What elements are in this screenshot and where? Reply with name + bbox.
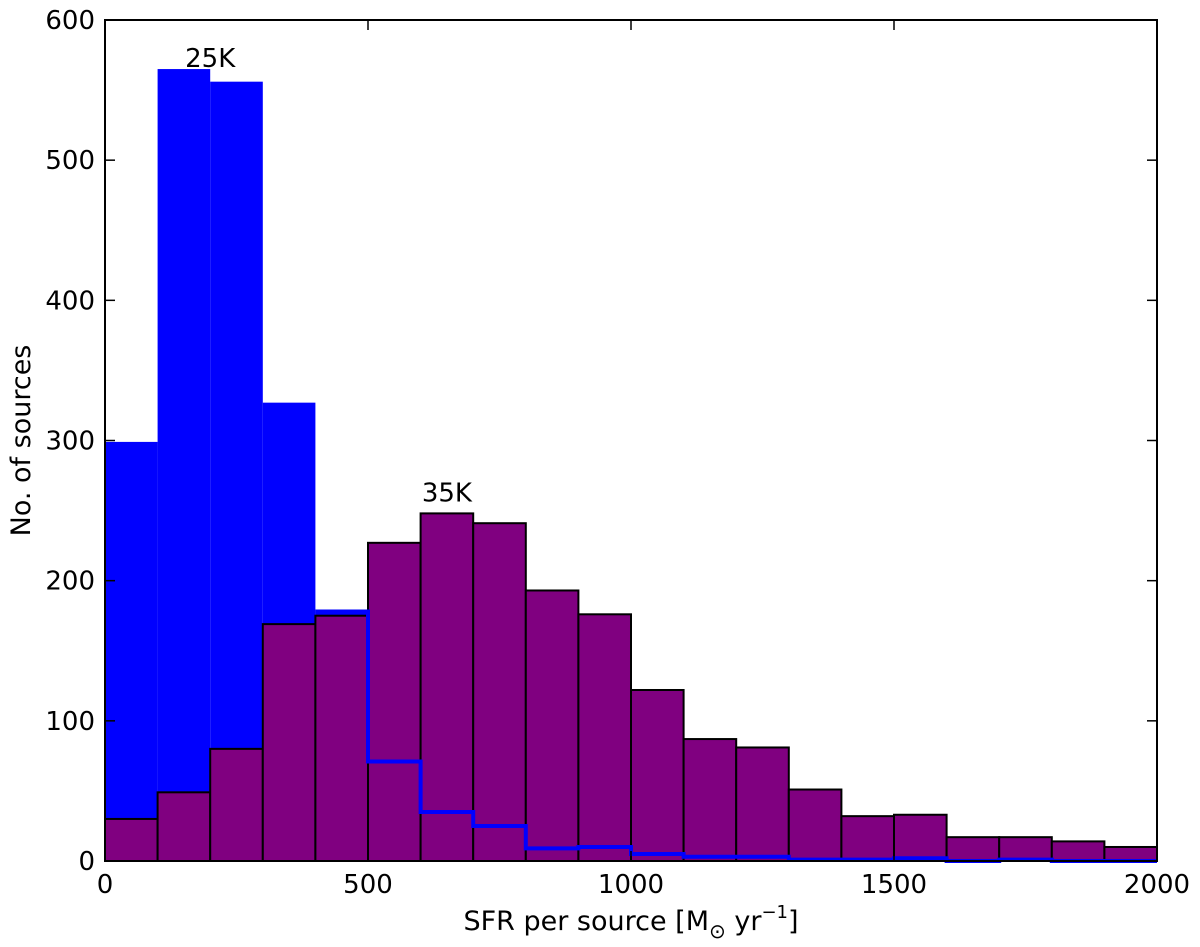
bar-35k-12 (735, 746, 790, 863)
bar-25k-2 (210, 81, 263, 861)
x-axis-label: SFR per source [M⊙ yr−1] (463, 902, 798, 943)
bar-35k-19 (1103, 845, 1159, 863)
y-tick-label: 500 (45, 146, 95, 176)
x-axis-label-sub: ⊙ (709, 919, 726, 943)
bar-35k-5 (367, 541, 422, 862)
bar-35k-0 (104, 817, 159, 863)
bar-35k-11 (682, 738, 738, 862)
x-tick-label: 500 (343, 870, 393, 900)
y-axis-label: No. of sources (6, 345, 37, 537)
y-tick-label: 400 (45, 286, 95, 316)
x-tick-label: 1000 (598, 870, 664, 900)
x-axis-label-main: SFR per source [M (463, 906, 709, 937)
x-tick-label: 1500 (861, 870, 927, 900)
annotation-label: 35K (422, 479, 473, 509)
bar-35k-14 (840, 815, 896, 862)
bar-35k-17 (998, 836, 1053, 863)
series-35k-bars (104, 512, 1159, 863)
bar-35k-3 (261, 623, 317, 863)
bar-35k-15 (893, 813, 948, 862)
bar-35k-18 (1050, 840, 1106, 862)
x-tick-label: 0 (97, 870, 114, 900)
y-tick-label: 200 (45, 567, 95, 597)
x-axis-label-end: ] (788, 906, 799, 937)
bar-35k-13 (787, 788, 843, 863)
x-tick-label: 2000 (1124, 870, 1190, 900)
annotations: 25K 35K (185, 44, 473, 509)
bar-35k-4 (314, 614, 369, 862)
bar-35k-9 (577, 613, 633, 862)
bar-35k-8 (524, 589, 580, 862)
y-tick-label: 600 (45, 6, 95, 36)
x-axis-label-mid: yr (726, 906, 763, 937)
bar-35k-2 (209, 747, 264, 862)
bar-25k-1 (157, 69, 211, 861)
bar-35k-10 (630, 688, 685, 862)
bar-35k-6 (419, 512, 475, 862)
bar-25k-0 (105, 441, 158, 861)
bar-35k-7 (472, 522, 527, 862)
bar-35k-1 (156, 791, 212, 863)
annotation-label: 25K (185, 44, 236, 74)
bar-35k-16 (945, 836, 1001, 863)
y-tick-label: 0 (78, 847, 95, 877)
y-tick-label: 300 (45, 427, 95, 457)
x-axis-label-sup: −1 (761, 902, 788, 923)
y-tick-label: 100 (45, 707, 95, 737)
axis-ticks: 0 500 1000 1500 2000 0 100 200 300 400 500 600 (45, 6, 1190, 900)
